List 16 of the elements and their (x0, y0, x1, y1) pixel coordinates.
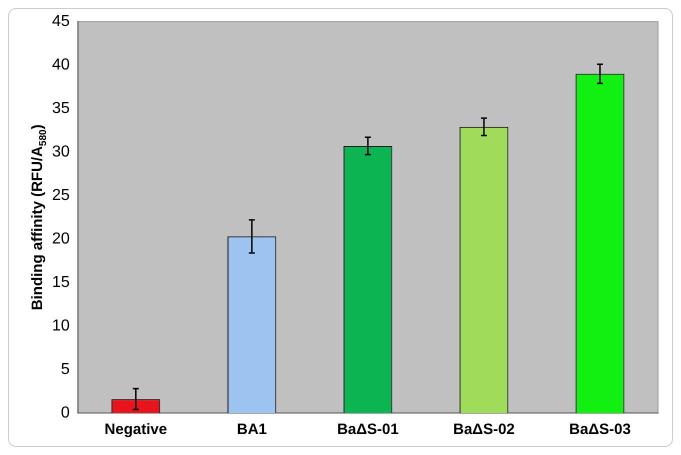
y-tick-label: 0 (60, 404, 70, 422)
x-tick-label: BaΔS-02 (453, 421, 515, 438)
y-tick-label: 35 (52, 100, 70, 117)
y-tick-label: 10 (52, 317, 70, 334)
x-tick-label: BaΔS-01 (337, 421, 399, 438)
y-tick-label: 40 (52, 56, 70, 74)
y-axis-title: Binding affinity (RFU/A580) (29, 124, 49, 310)
x-tick-label: BaΔS-03 (569, 421, 631, 438)
y-tick-label: 30 (52, 143, 70, 160)
x-tick-label: Negative (104, 421, 168, 438)
y-tick-label: 15 (52, 274, 70, 291)
y-tick-label: 20 (52, 230, 70, 248)
y-tick-label: 45 (52, 13, 70, 30)
x-tick-label: BA1 (236, 421, 267, 438)
y-tick-label: 5 (60, 360, 70, 378)
y-tick-label: 25 (52, 186, 70, 204)
